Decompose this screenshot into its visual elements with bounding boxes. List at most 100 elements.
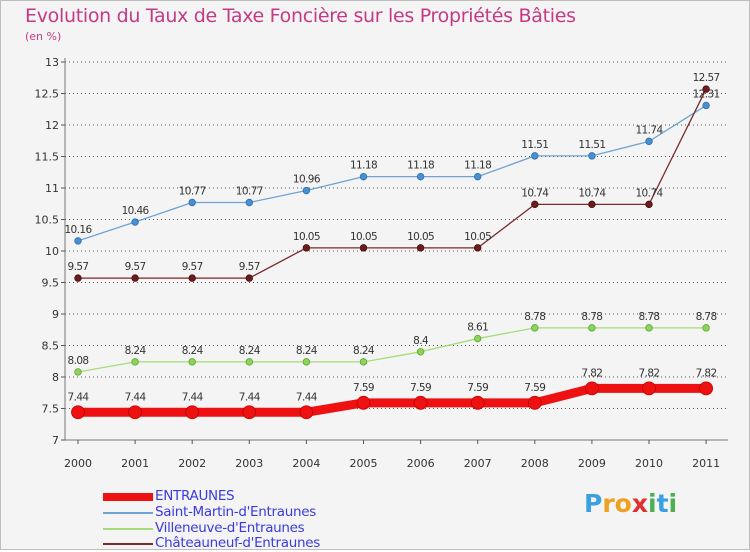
data-label-entraunes: 7.44 [182,391,204,403]
data-label-saint-martin: 10.77 [236,185,263,197]
data-point-villeneuve [645,324,653,332]
data-label-chateauneuf: 9.57 [182,261,203,273]
data-point-chateauneuf [188,274,196,282]
data-label-villeneuve: 8.24 [296,345,318,357]
data-label-villeneuve: 8.4 [413,335,429,347]
logo-letter: P [584,489,603,518]
data-label-saint-martin: 11.51 [578,139,605,151]
data-point-entraunes [185,405,200,420]
data-point-entraunes [642,381,656,396]
y-tick-label: 11 [45,182,59,195]
y-tick-label: 10.5 [35,214,60,227]
data-label-saint-martin: 10.16 [64,224,92,236]
data-label-saint-martin: 12.31 [693,88,720,100]
chart-unit: (en %) [25,30,62,43]
data-label-villeneuve: 8.78 [581,311,602,323]
data-point-villeneuve [702,324,710,332]
y-tick-label: 8 [52,371,59,384]
data-point-entraunes [413,395,428,410]
data-point-villeneuve [74,368,82,376]
x-tick-label: 2010 [635,457,663,470]
data-label-saint-martin: 11.51 [521,139,548,151]
data-label-saint-martin: 10.96 [293,174,321,186]
legend-swatch-chateauneuf [103,543,153,545]
data-label-entraunes: 7.82 [581,367,602,379]
series-line-chateauneuf [77,88,707,279]
data-label-chateauneuf: 10.74 [578,187,606,199]
data-point-chateauneuf [359,244,368,252]
y-tick-label: 13 [45,56,59,69]
series-line-villeneuve [77,327,707,373]
data-label-saint-martin: 11.18 [464,160,491,172]
data-point-chateauneuf [74,274,82,282]
x-tick-label: 2002 [178,457,206,470]
data-point-entraunes [527,395,542,410]
y-tick-label: 10 [45,245,59,258]
series-line-saint-martin [77,104,707,242]
data-label-chateauneuf: 9.57 [68,261,89,273]
data-point-chateauneuf [245,274,253,282]
data-label-villeneuve: 8.78 [524,311,545,323]
logo-letter: r [602,489,615,518]
data-point-villeneuve [416,348,425,356]
data-label-villeneuve: 8.24 [239,345,261,357]
data-label-villeneuve: 8.24 [125,345,147,357]
data-label-entraunes: 7.59 [467,382,488,394]
series-line-entraunes [73,383,711,417]
y-tick-label: 11.5 [35,151,60,164]
data-label-villeneuve: 8.78 [696,311,717,323]
data-point-saint-martin [531,152,539,160]
legend-swatch-saint-martin [103,512,153,514]
x-tick-label: 2008 [521,457,549,470]
data-label-chateauneuf: 10.74 [521,187,549,199]
logo-letter: x [631,489,648,518]
data-point-villeneuve [188,358,196,366]
data-label-entraunes: 7.59 [524,382,545,394]
y-tick-label: 7 [52,434,59,447]
x-tick-label: 2001 [121,457,149,470]
data-point-entraunes [585,381,599,396]
proxiti-logo: Proxiti [584,489,677,518]
legend-swatch-entraunes [103,493,153,501]
data-point-saint-martin [416,172,425,181]
logo-letter: t [656,489,669,518]
x-tick-label: 2004 [292,457,320,470]
data-point-entraunes [71,405,85,420]
data-label-entraunes: 7.44 [68,391,90,403]
data-point-saint-martin [588,152,596,160]
data-point-villeneuve [302,358,311,366]
data-label-entraunes: 7.82 [696,367,717,379]
data-point-entraunes [242,405,257,420]
data-label-saint-martin: 11.18 [350,160,377,172]
data-label-entraunes: 7.44 [125,391,147,403]
logo-letter: i [668,489,678,518]
data-point-chateauneuf [302,244,311,252]
data-point-villeneuve [245,358,253,366]
y-tick-label: 12 [45,119,59,132]
chart-title: Evolution du Taux de Taxe Foncière sur l… [25,5,576,27]
data-point-saint-martin [302,186,311,195]
data-point-villeneuve [131,358,139,366]
data-point-chateauneuf [474,244,482,252]
data-point-entraunes [299,405,314,420]
y-tick-label: 8.5 [42,340,60,353]
x-tick-label: 2011 [692,457,720,470]
data-label-villeneuve: 8.78 [639,311,660,323]
data-point-villeneuve [588,324,596,332]
data-point-entraunes [356,395,371,410]
data-point-saint-martin [74,237,82,245]
data-point-saint-martin [131,218,139,226]
data-point-villeneuve [531,324,539,332]
data-point-chateauneuf [531,200,539,209]
data-point-saint-martin [245,198,253,207]
data-point-chateauneuf [416,244,425,252]
data-label-chateauneuf: 10.05 [350,231,377,243]
data-label-saint-martin: 10.46 [122,205,150,217]
data-label-chateauneuf: 10.05 [293,231,320,243]
data-point-chateauneuf [131,274,139,282]
data-label-chateauneuf: 9.57 [125,261,146,273]
data-point-villeneuve [474,334,482,343]
data-point-saint-martin [474,172,482,181]
logo-letter: i [648,489,657,518]
